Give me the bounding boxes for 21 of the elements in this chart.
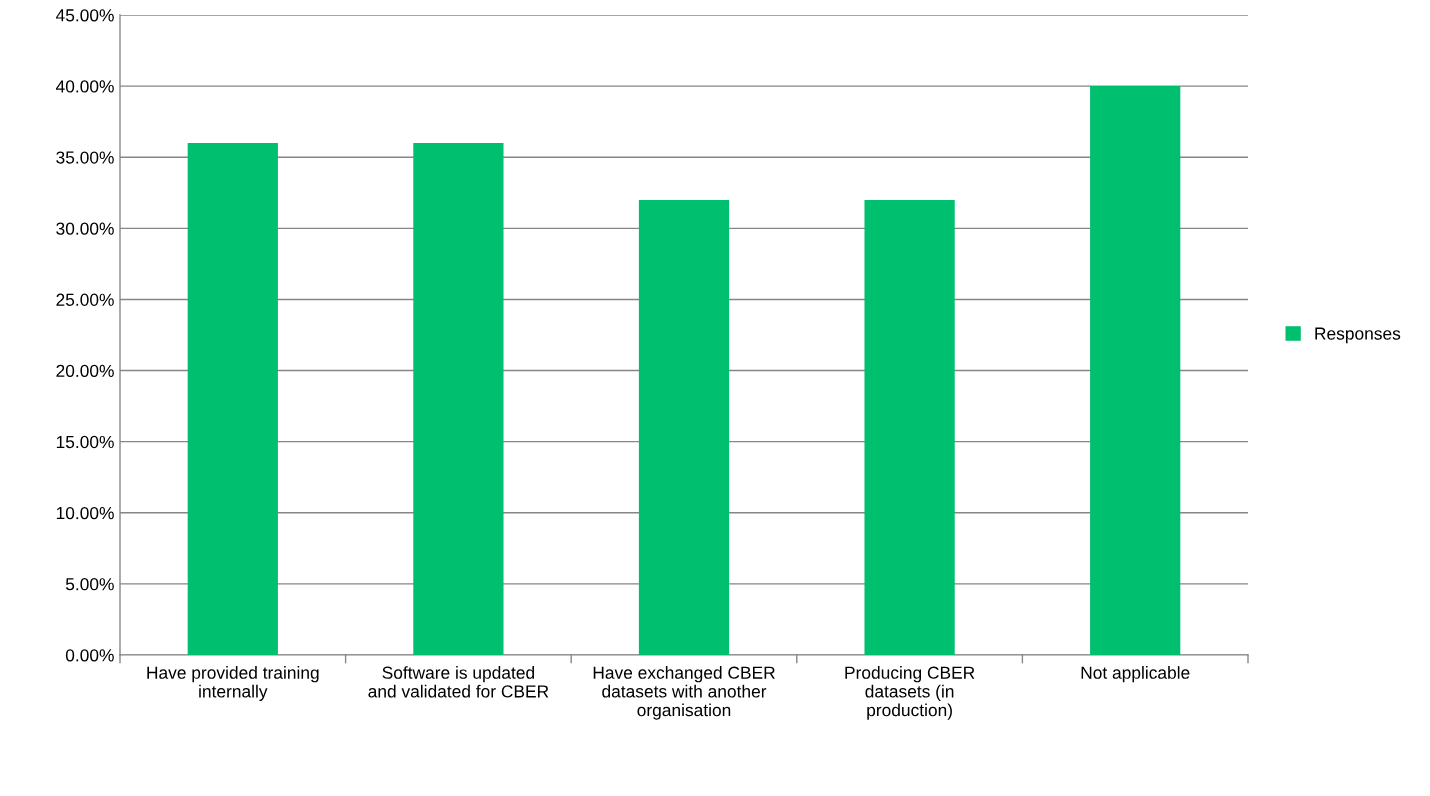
x-tick-label: Have provided training internally xyxy=(147,666,319,701)
x-tick-label: Producing CBER datasets (in production) xyxy=(845,666,975,720)
y-tick-label: 15.00% xyxy=(56,435,114,449)
legend-label: Responses xyxy=(1315,327,1401,344)
y-tick-label: 25.00% xyxy=(56,293,114,306)
bar xyxy=(413,143,504,655)
y-tick-label: 35.00% xyxy=(56,151,114,164)
x-tick-label: Not applicable xyxy=(1081,666,1190,683)
bar xyxy=(864,199,955,655)
bar xyxy=(187,143,278,655)
y-tick-label: 10.00% xyxy=(56,506,114,520)
y-tick-label: 0.00% xyxy=(65,649,114,662)
y-tick-label: 5.00% xyxy=(65,578,114,591)
bar xyxy=(638,199,730,655)
y-tick-label: 20.00% xyxy=(56,364,114,378)
bar xyxy=(1090,86,1181,655)
y-tick-label: 40.00% xyxy=(55,80,114,93)
x-tick-label: Have exchanged CBER datasets with another organisation xyxy=(593,666,775,720)
y-tick-label: 45.00% xyxy=(55,9,114,22)
x-tick-label: Software is updated and validated for CBER xyxy=(368,666,549,698)
y-tick-label: 30.00% xyxy=(56,222,114,235)
